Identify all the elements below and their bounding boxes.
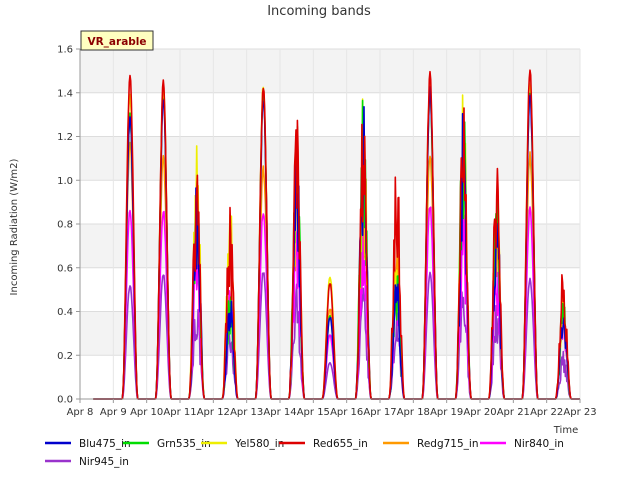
station-badge: VR_arable <box>80 30 154 51</box>
legend-label: Nir945_in <box>79 456 129 468</box>
chart-title: Incoming bands <box>267 4 371 19</box>
legend-item-nir840-in: Nir840_in <box>480 438 564 450</box>
y-tick-label: 0.4 <box>57 307 73 318</box>
x-tick-label: Apr 13 <box>230 407 263 418</box>
legend-label: Red655_in <box>313 438 368 450</box>
y-tick-label: 1.4 <box>57 88 73 99</box>
legend-label: Redg715_in <box>417 438 478 450</box>
x-tick-label: Apr 18 <box>397 407 430 418</box>
x-tick-label: Apr 10 <box>130 407 163 418</box>
grid-lines <box>79 48 581 400</box>
y-axis-title: Incoming Radiation (W/m2) <box>9 158 20 295</box>
legend-item-blu475-in: Blu475_in <box>45 438 131 450</box>
x-tick-label: Apr 21 <box>497 407 530 418</box>
x-tick-label: Apr 8 <box>67 407 94 418</box>
y-tick-label: 0.8 <box>57 220 73 231</box>
x-tick-label: Apr 12 <box>197 407 230 418</box>
legend-item-yel580-in: Yel580_in <box>201 438 284 450</box>
y-tick-label: 1.2 <box>57 132 73 143</box>
plot-band <box>80 180 580 224</box>
legend-label: Blu475_in <box>79 438 131 450</box>
y-tick-label: 1.6 <box>57 45 73 56</box>
station-badge-label: VR_arable <box>87 36 146 48</box>
plot-band <box>80 136 580 181</box>
x-tick-label: Apr 23 <box>563 407 596 418</box>
x-tick-label: Apr 14 <box>263 407 296 418</box>
x-tick-label: Apr 15 <box>297 407 330 418</box>
x-tick-label: Apr 11 <box>163 407 196 418</box>
plot-band <box>80 224 580 268</box>
plot-band <box>80 92 580 137</box>
x-tick-label: Apr 9 <box>100 407 127 418</box>
y-tick-label: 0.2 <box>57 351 73 362</box>
legend-item-redg715-in: Redg715_in <box>383 438 478 450</box>
x-tick-label: Apr 22 <box>530 407 563 418</box>
x-tick-label: Apr 17 <box>363 407 396 418</box>
y-tick-label: 1.0 <box>57 176 73 187</box>
station-badge-box <box>80 30 154 51</box>
x-tick-label: Apr 19 <box>430 407 463 418</box>
x-axis-title: Time <box>553 425 578 436</box>
plot-band <box>80 267 580 312</box>
x-tick-label: Apr 20 <box>463 407 496 418</box>
legend-item-red655-in: Red655_in <box>279 438 368 450</box>
legend-label: Yel580_in <box>234 438 284 450</box>
y-tick-label: 0.0 <box>57 395 73 406</box>
legend: Blu475_in Grn535_in Yel580_in Red655_in Redg… <box>45 438 564 468</box>
y-tick-label: 0.6 <box>57 263 73 274</box>
legend-item-nir945-in: Nir945_in <box>45 456 129 468</box>
plot-band <box>80 49 580 93</box>
legend-label: Grn535_in <box>157 438 211 450</box>
legend-label: Nir840_in <box>514 438 564 450</box>
legend-item-grn535-in: Grn535_in <box>123 438 211 450</box>
plot-band <box>80 355 580 399</box>
x-tick-label: Apr 16 <box>330 407 363 418</box>
